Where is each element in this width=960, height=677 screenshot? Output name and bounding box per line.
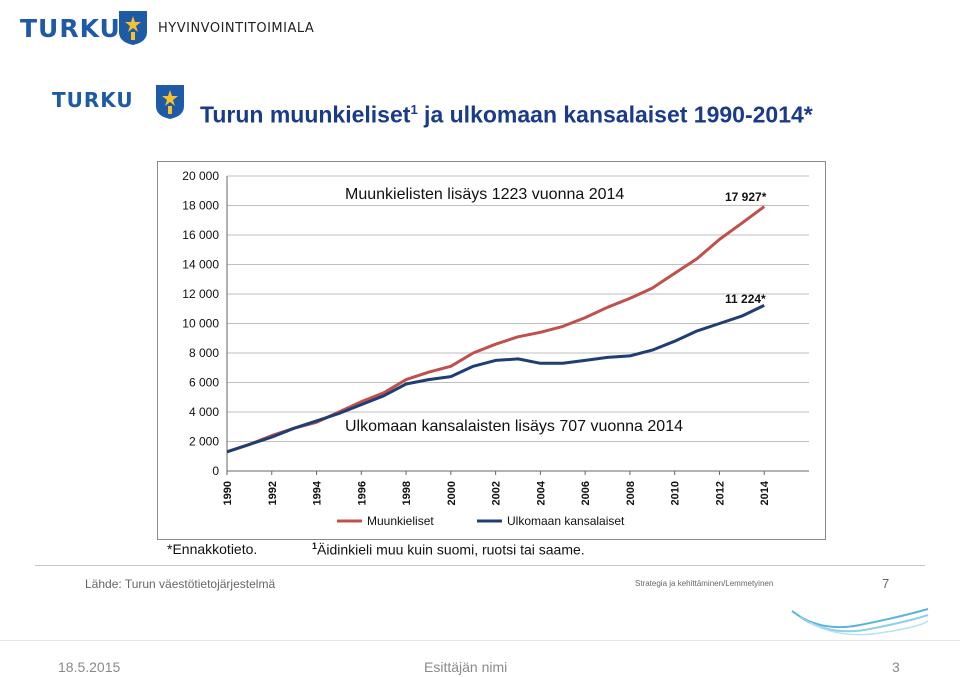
divider bbox=[35, 565, 925, 566]
footer-date: 18.5.2015 bbox=[58, 659, 121, 675]
turku-logo: TURKU bbox=[20, 14, 121, 43]
y-tick-label: 20 000 bbox=[182, 169, 219, 183]
data-label-muunkieliset-2014: 17 927* bbox=[725, 190, 767, 204]
y-tick-label: 0 bbox=[212, 464, 219, 478]
annotation-muunkieliset-increase: Muunkielisten lisäys 1223 vuonna 2014 bbox=[345, 186, 624, 203]
y-tick-label: 2 000 bbox=[189, 435, 219, 449]
turku-crest-icon bbox=[119, 11, 147, 45]
x-tick-label: 1998 bbox=[401, 481, 413, 505]
x-tick-label: 2010 bbox=[670, 481, 682, 505]
footer-page-number: 3 bbox=[892, 659, 900, 675]
x-tick-label: 1994 bbox=[312, 480, 324, 505]
x-tick-label: 2002 bbox=[491, 481, 503, 505]
chart-title: Turun muunkieliset1 ja ulkomaan kansalai… bbox=[200, 101, 813, 128]
x-tick-label: 1990 bbox=[222, 481, 234, 505]
footer-divider bbox=[0, 640, 960, 641]
y-tick-label: 4 000 bbox=[189, 405, 219, 419]
y-tick-label: 6 000 bbox=[189, 376, 219, 390]
footer-presenter: Esittäjän nimi bbox=[424, 659, 508, 675]
x-tick-label: 2008 bbox=[625, 481, 637, 505]
x-tick-label: 1992 bbox=[267, 481, 279, 505]
legend-label: Muunkieliset bbox=[367, 514, 434, 528]
source-text: Lähde: Turun väestötietojärjestelmä bbox=[85, 577, 276, 591]
series-line-muunkieliset bbox=[226, 205, 766, 454]
y-tick-label: 16 000 bbox=[182, 228, 219, 242]
slide-turku-crest-icon bbox=[156, 85, 184, 119]
x-tick-label: 2000 bbox=[446, 481, 458, 505]
footnote-language: 1Äidinkieli muu kuin suomi, ruotsi tai s… bbox=[312, 541, 585, 558]
x-tick-label: 2004 bbox=[535, 480, 547, 505]
department-name: HYVINVOINTITOIMIALA bbox=[158, 21, 315, 36]
x-tick-label: 1996 bbox=[356, 481, 368, 505]
y-tick-label: 12 000 bbox=[182, 287, 219, 301]
data-label-ulkomaan-2014: 11 224* bbox=[725, 292, 766, 306]
y-tick-label: 14 000 bbox=[182, 258, 219, 272]
annotation-ulkomaan-increase: Ulkomaan kansalaisten lisäys 707 vuonna … bbox=[345, 418, 683, 435]
y-tick-label: 18 000 bbox=[182, 199, 219, 213]
inner-page-number: 7 bbox=[882, 576, 890, 591]
department-credit: Strategia ja kehittäminen/Lemmetyinen bbox=[635, 579, 774, 588]
legend-label: Ulkomaan kansalaiset bbox=[507, 514, 625, 528]
x-tick-label: 2014 bbox=[759, 480, 771, 505]
chart-frame bbox=[157, 161, 826, 540]
x-tick-label: 2012 bbox=[714, 481, 726, 505]
series-line-ulkomaan-kansalaiset bbox=[226, 304, 765, 454]
footnote-estimate: *Ennakkotieto. bbox=[167, 541, 258, 557]
y-tick-label: 10 000 bbox=[182, 317, 219, 331]
line-chart: 0 2 000 4 000 6 000 8 000 10 000 12 000 14 000 1… bbox=[182, 169, 809, 528]
y-tick-label: 8 000 bbox=[189, 346, 219, 360]
wave-decoration-icon bbox=[791, 608, 929, 636]
x-tick-label: 2006 bbox=[580, 481, 592, 505]
slide-turku-logo: TURKU bbox=[52, 88, 134, 112]
